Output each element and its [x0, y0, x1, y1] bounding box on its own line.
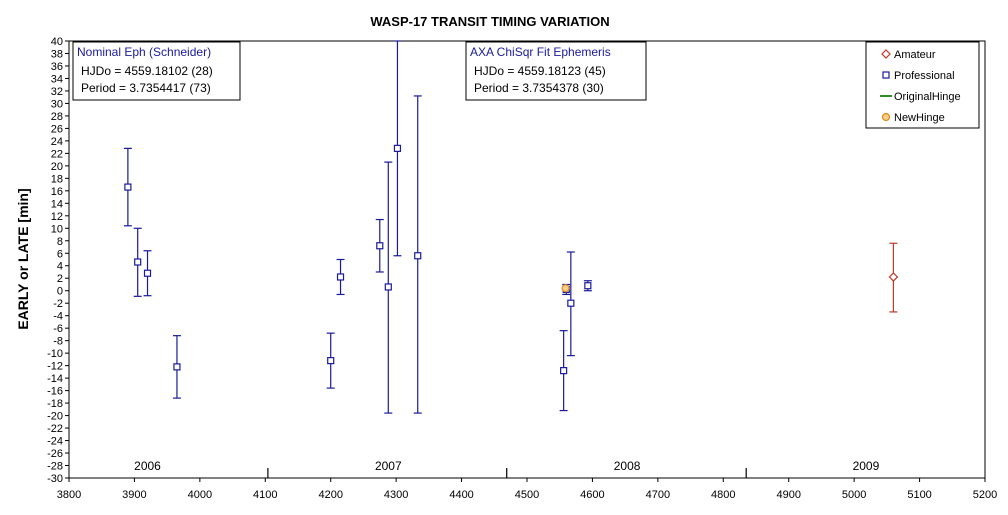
y-tick-label: 2 [57, 273, 63, 285]
info-box-line: Period = 3.7354417 (73) [81, 81, 211, 95]
data-point-square [376, 242, 384, 250]
info-box-title: Nominal Eph (Schneider) [77, 45, 211, 59]
y-tick-label: 4 [57, 261, 63, 273]
x-tick-label: 3900 [122, 489, 146, 501]
legend-label: Amateur [894, 49, 936, 61]
x-tick-label: 4500 [515, 489, 539, 501]
axes: -30-28-26-24-22-20-18-16-14-12-10-8-6-4-… [47, 36, 997, 501]
y-tick-label: 24 [51, 136, 63, 148]
data-point-square [336, 273, 345, 281]
x-tick-label: 5200 [973, 489, 997, 501]
data-point-square [560, 367, 568, 375]
year-label: 2007 [375, 459, 402, 473]
y-tick-label: 16 [51, 186, 63, 198]
x-tick-label: 4900 [776, 489, 800, 501]
legend-marker-diamond [881, 49, 891, 59]
legend-marker-square [882, 71, 890, 79]
y-tick-label: 10 [51, 223, 63, 235]
data-point-square [134, 258, 142, 266]
y-tick-label: -24 [47, 436, 63, 448]
y-tick-label: 34 [51, 73, 63, 85]
y-tick-label: 18 [51, 173, 63, 185]
x-tick-label: 4100 [253, 489, 277, 501]
x-tick-label: 4700 [646, 489, 670, 501]
data-point-square [327, 357, 335, 365]
data-point-square [584, 282, 592, 290]
y-tick-label: 28 [51, 111, 63, 123]
plot-area [68, 40, 986, 479]
data-points [123, 40, 899, 414]
x-tick-label: 3800 [57, 489, 81, 501]
data-point-square [567, 299, 575, 307]
x-tick-label: 4400 [449, 489, 473, 501]
data-point-square [414, 252, 422, 260]
x-tick-label: 4600 [580, 489, 604, 501]
y-tick-label: 12 [51, 211, 63, 223]
data-point-square [393, 144, 402, 152]
info-box-line: HJDo = 4559.18123 (45) [474, 64, 606, 78]
y-tick-label: -14 [47, 373, 63, 385]
info-box [465, 41, 647, 101]
info-box-title: AXA ChiSqr Fit Ephemeris [470, 45, 611, 59]
y-tick-label: 8 [57, 236, 63, 248]
y-tick-label: -18 [47, 398, 63, 410]
info-box-line: HJDo = 4559.18102 (28) [81, 64, 213, 78]
y-tick-label: 20 [51, 161, 63, 173]
data-point-square [173, 363, 181, 371]
x-tick-label: 4300 [384, 489, 408, 501]
y-tick-label: 38 [51, 48, 63, 60]
data-point-square [384, 283, 392, 291]
y-tick-label: 32 [51, 86, 63, 98]
data-point-square [143, 269, 152, 277]
y-tick-label: 22 [51, 148, 63, 160]
y-tick-label: 30 [51, 98, 63, 110]
y-tick-label: -20 [47, 411, 63, 423]
y-tick-label: -30 [47, 473, 63, 485]
y-tick-label: -4 [53, 311, 63, 323]
y-tick-label: 40 [51, 36, 63, 48]
y-tick-label: -26 [47, 448, 63, 460]
year-label: 2006 [134, 459, 161, 473]
y-tick-label: -16 [47, 386, 63, 398]
x-tick-label: 5000 [842, 489, 866, 501]
y-tick-label: -10 [47, 348, 63, 360]
y-tick-label: 26 [51, 123, 63, 135]
chart-title: WASP-17 TRANSIT TIMING VARIATION [370, 14, 609, 29]
legend-marker-circle [881, 112, 891, 122]
y-tick-label: 14 [51, 198, 63, 210]
info-box-line: Period = 3.7354378 (30) [474, 81, 604, 95]
year-label: 2008 [614, 459, 641, 473]
y-axis-label: EARLY or LATE [min] [15, 188, 31, 329]
legend-label: OriginalHinge [894, 91, 961, 103]
data-point-circle [561, 284, 570, 293]
info-boxes: Nominal Eph (Schneider) HJDo = 4559.18102… [72, 41, 647, 101]
info-box [72, 41, 241, 101]
y-tick-label: -28 [47, 461, 63, 473]
y-tick-label: -12 [47, 361, 63, 373]
x-tick-label: 5100 [907, 489, 931, 501]
y-tick-label: 6 [57, 248, 63, 260]
x-tick-label: 4000 [188, 489, 212, 501]
y-tick-label: 36 [51, 61, 63, 73]
y-tick-label: -6 [53, 323, 63, 335]
legend-label: NewHinge [894, 112, 945, 124]
y-tick-label: 0 [57, 286, 63, 298]
y-tick-label: -22 [47, 423, 63, 435]
year-label: 2009 [853, 459, 880, 473]
x-tick-label: 4200 [318, 489, 342, 501]
legend: Amateur Professional OriginalHinge NewHinge [865, 41, 980, 129]
data-point-diamond [888, 272, 899, 282]
y-tick-label: -8 [53, 336, 63, 348]
data-point-square [124, 183, 132, 191]
y-tick-label: -2 [53, 298, 63, 310]
x-tick-label: 4800 [711, 489, 735, 501]
legend-label: Professional [894, 70, 955, 82]
